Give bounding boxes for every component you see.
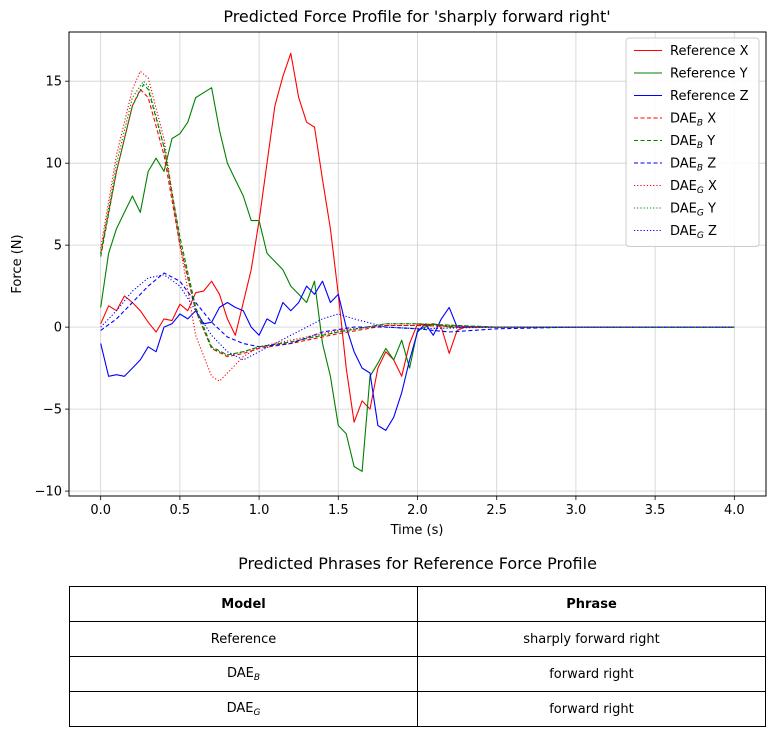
table-row: Reference sharply forward right bbox=[69, 621, 766, 657]
legend-label: DAEB X bbox=[670, 112, 716, 129]
x-tick-label: 0.5 bbox=[170, 503, 191, 518]
x-tick-label: 3.5 bbox=[645, 503, 666, 518]
model-name: DAE bbox=[226, 700, 254, 716]
y-tick-label: −10 bbox=[35, 485, 62, 500]
series-lines bbox=[100, 52, 735, 472]
model-name: Reference bbox=[210, 631, 277, 647]
legend-label: DAEG X bbox=[670, 179, 717, 196]
legend-label: DAEB Z bbox=[670, 157, 716, 174]
x-tick-label: 3.0 bbox=[566, 503, 587, 518]
y-axis-label: Force (N) bbox=[10, 234, 25, 293]
model-cell: Reference bbox=[69, 621, 418, 657]
y-tick-label: −5 bbox=[43, 403, 62, 418]
x-tick-label: 2.5 bbox=[486, 503, 507, 518]
x-tick-label: 1.5 bbox=[328, 503, 349, 518]
series-line bbox=[100, 80, 735, 356]
legend-box bbox=[625, 37, 760, 247]
series-line bbox=[100, 274, 735, 361]
axis-ticks: 0.0 0.5 1.0 1.5 2.0 2.5 3.0 3.5 4.0 −10 −5 0 5 10 15 bbox=[35, 75, 745, 518]
legend: Reference X Reference Y Reference Z DAEB X D… bbox=[625, 37, 760, 247]
model-cell: DAEB bbox=[69, 656, 418, 692]
y-tick-label: 10 bbox=[45, 157, 62, 172]
model-subscript: G bbox=[253, 707, 261, 718]
x-tick-label: 0.0 bbox=[90, 503, 111, 518]
series-line bbox=[100, 280, 735, 431]
series-line bbox=[100, 87, 735, 472]
table-title: Predicted Phrases for Reference Force Pr… bbox=[238, 554, 597, 573]
legend-label: Reference Y bbox=[670, 67, 748, 82]
x-tick-label: 4.0 bbox=[724, 503, 745, 518]
chart-title: Predicted Force Profile for 'sharply for… bbox=[223, 7, 610, 26]
x-axis-label: Time (s) bbox=[390, 523, 444, 538]
y-tick-label: 15 bbox=[45, 75, 62, 90]
header-model: Model bbox=[69, 586, 418, 622]
series-line bbox=[100, 83, 735, 356]
y-tick-label: 5 bbox=[54, 239, 62, 254]
x-tick-label: 2.0 bbox=[407, 503, 428, 518]
legend-label: DAEB Y bbox=[670, 134, 715, 151]
table-row: DAEG forward right bbox=[69, 691, 766, 727]
header-phrase: Phrase bbox=[417, 586, 766, 622]
model-name: DAE bbox=[226, 665, 254, 681]
table-row: DAEB forward right bbox=[69, 656, 766, 692]
force-profile-chart: Predicted Force Profile for 'sharply for… bbox=[10, 7, 767, 538]
phrases-table: Model Phrase Reference sharply forward r… bbox=[69, 586, 766, 727]
x-tick-label: 1.0 bbox=[249, 503, 270, 518]
legend-label: Reference X bbox=[670, 44, 749, 59]
phrase-cell: forward right bbox=[417, 656, 766, 692]
phrase-cell: forward right bbox=[417, 691, 766, 727]
model-cell: DAEG bbox=[69, 691, 418, 727]
y-tick-label: 0 bbox=[54, 321, 62, 336]
table-header-row: Model Phrase bbox=[69, 586, 766, 622]
legend-label: DAEG Z bbox=[670, 224, 717, 241]
series-line bbox=[100, 272, 735, 348]
legend-label: Reference Z bbox=[670, 89, 749, 104]
model-subscript: B bbox=[253, 672, 261, 683]
phrase-cell: sharply forward right bbox=[417, 621, 766, 657]
legend-label: DAEG Y bbox=[670, 202, 716, 219]
